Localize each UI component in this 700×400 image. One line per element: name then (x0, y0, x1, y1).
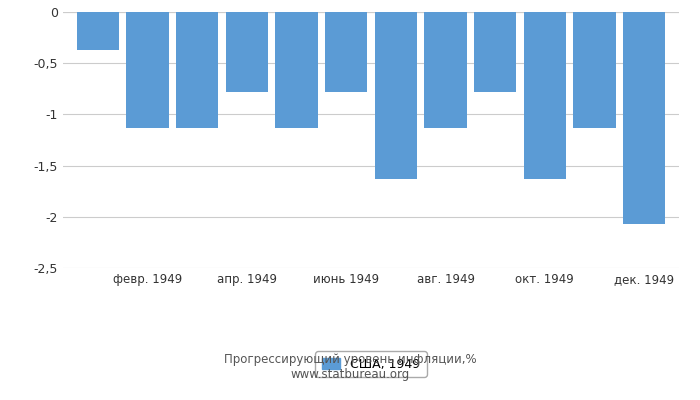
Bar (126, 12, 169, 128)
Text: Прогрессирующий уровень инфляции,%: Прогрессирующий уровень инфляции,% (224, 353, 476, 366)
Bar (325, 12, 368, 92)
Bar (573, 12, 616, 128)
Bar (424, 12, 467, 128)
Text: www.statbureau.org: www.statbureau.org (290, 368, 410, 381)
Bar (77, 12, 119, 50)
Bar (474, 12, 517, 92)
Bar (225, 12, 268, 92)
Bar (524, 12, 566, 179)
Bar (374, 12, 417, 179)
Bar (623, 12, 665, 224)
Bar (176, 12, 218, 128)
Legend: США, 1949: США, 1949 (315, 352, 427, 377)
Bar (275, 12, 318, 128)
